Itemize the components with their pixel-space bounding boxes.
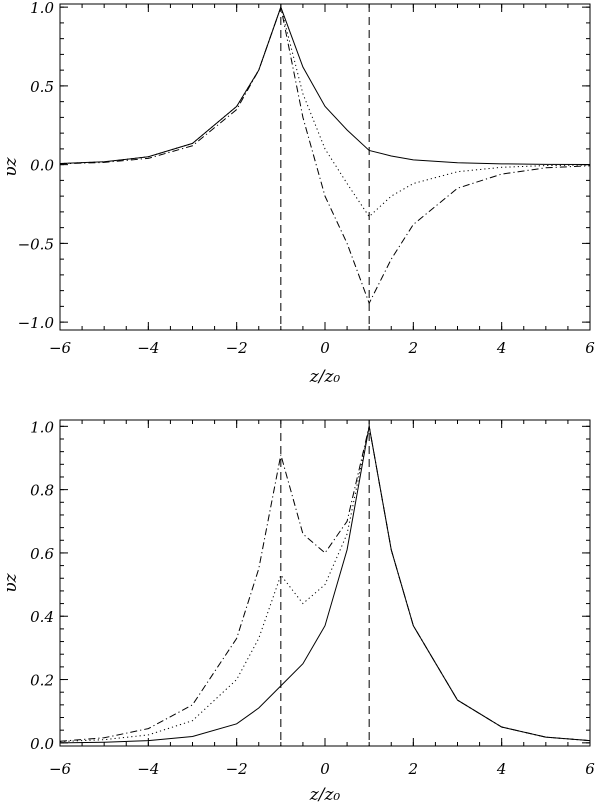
x-tick-label: 6 xyxy=(585,339,595,357)
x-tick-label: 2 xyxy=(408,760,419,778)
y-tick-label: 0.0 xyxy=(30,157,54,175)
series-line-dashdot xyxy=(59,5,591,305)
x-tick-label: −6 xyxy=(49,760,72,778)
y-tick-label: 0.8 xyxy=(30,482,54,500)
chart-panel-2: −6 −4 −2 0 2 4 6 0.0 0.2 0.4 0.6 0.8 1.0 z/z₀ υz xyxy=(1,418,595,805)
y-tick-label: 1.0 xyxy=(30,0,54,17)
x-tick-label: 0 xyxy=(320,760,330,778)
y-tick-label: 0.6 xyxy=(30,545,54,563)
series-line-dotted xyxy=(59,5,591,218)
x-tick-label: −2 xyxy=(226,339,248,357)
y-tick-label: 0.2 xyxy=(30,672,54,690)
y-tick-label: 1.0 xyxy=(30,418,54,436)
x-tick-label: −2 xyxy=(226,760,248,778)
y-tick-label: 0.5 xyxy=(30,78,54,96)
x-tick-label: −4 xyxy=(137,760,159,778)
y-axis-label: υz xyxy=(1,572,21,592)
x-tick-label: 2 xyxy=(408,339,419,357)
x-tick-label: 4 xyxy=(496,760,507,778)
plot-frame xyxy=(59,419,591,747)
x-tick-label: 4 xyxy=(496,339,507,357)
series-line-solid xyxy=(59,426,591,744)
x-axis-label: z/z₀ xyxy=(309,367,341,387)
y-tick-label: −0.5 xyxy=(18,235,54,253)
series-line-dotted xyxy=(59,426,591,743)
x-axis-label: z/z₀ xyxy=(309,785,341,805)
y-tick-label: 0.4 xyxy=(30,608,54,626)
x-tick-label: −6 xyxy=(49,339,72,357)
series-line-solid xyxy=(59,5,591,165)
x-tick-label: 0 xyxy=(320,339,330,357)
y-axis-label: υz xyxy=(1,156,21,176)
series-line-dashdot xyxy=(59,426,591,742)
chart-panel-1: −6 −4 −2 0 2 4 6 −1.0 −0.5 0.0 0.5 1.0 z/z₀ υz xyxy=(1,0,595,387)
x-tick-label: −4 xyxy=(137,339,159,357)
x-tick-label: 6 xyxy=(585,760,595,778)
y-tick-label: −1.0 xyxy=(18,314,55,332)
y-tick-label: 0.0 xyxy=(30,735,54,753)
